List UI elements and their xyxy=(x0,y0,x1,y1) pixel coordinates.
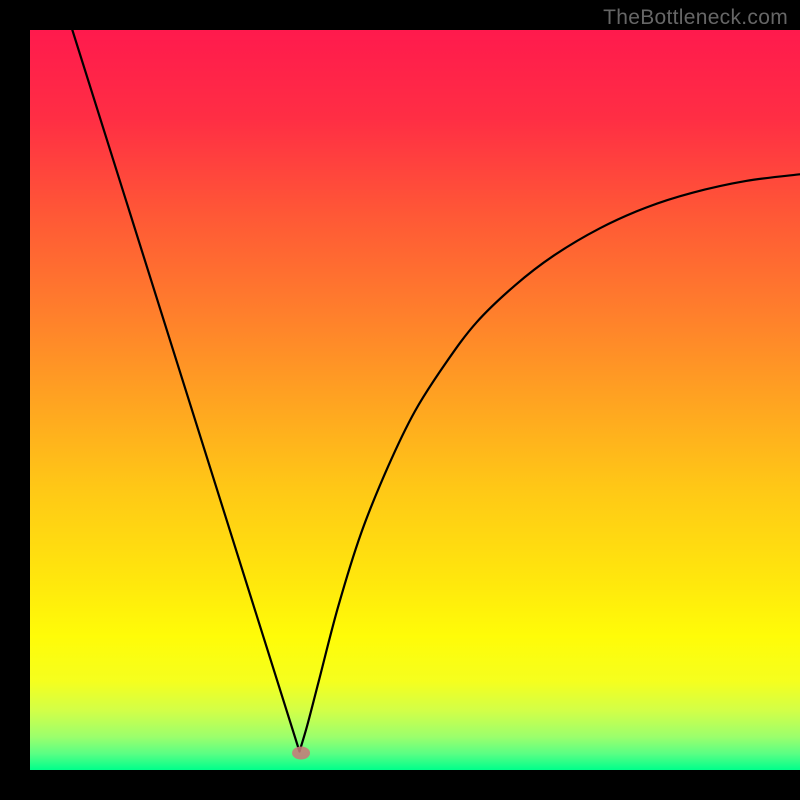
optimal-point-marker xyxy=(292,746,310,759)
bottleneck-chart xyxy=(30,30,800,770)
chart-background xyxy=(30,30,800,770)
watermark-text: TheBottleneck.com xyxy=(603,6,788,30)
chart-svg xyxy=(30,30,800,770)
